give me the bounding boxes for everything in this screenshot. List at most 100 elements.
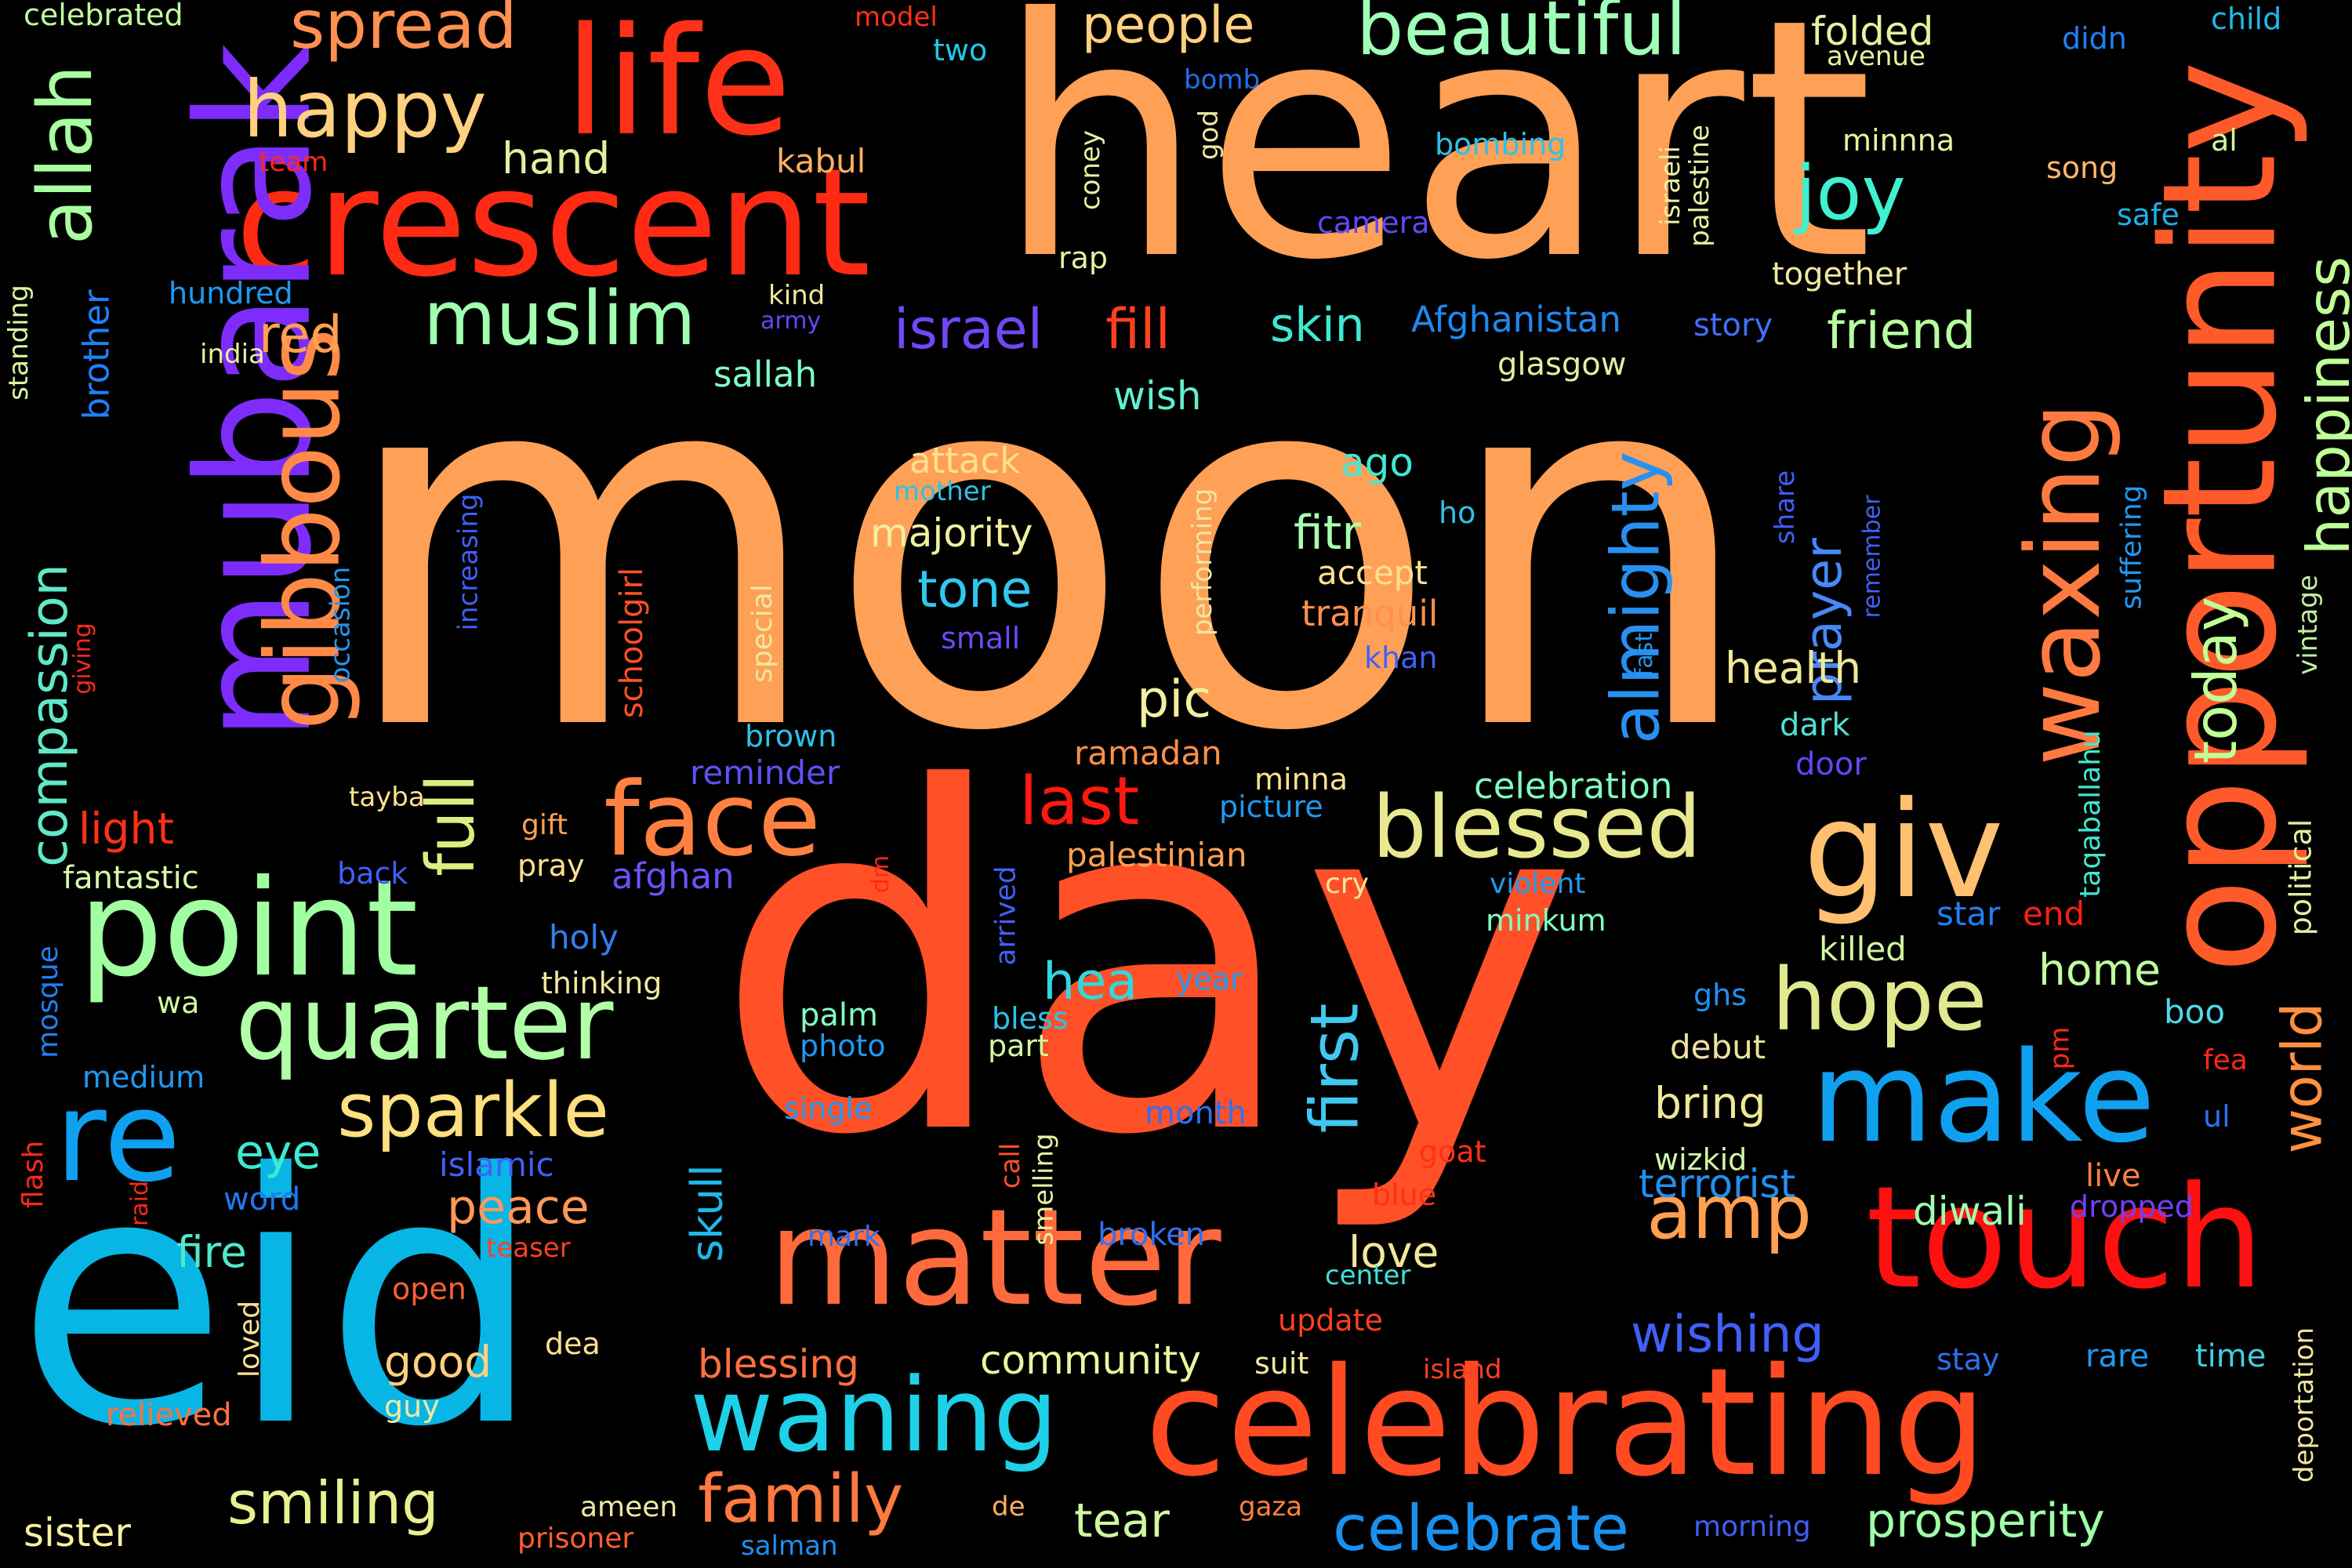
word-fantastic: fantastic: [63, 860, 199, 896]
word-fast: fast: [1631, 632, 1659, 677]
word-israeli: israeli: [1654, 146, 1686, 226]
word-touch: touch: [1866, 1156, 2264, 1320]
word-brother: brother: [75, 289, 118, 420]
word-de: de: [992, 1491, 1025, 1523]
word-coney: coney: [1075, 129, 1107, 211]
word-two: two: [933, 33, 988, 67]
word-tear: tear: [1074, 1494, 1170, 1548]
word-day: day: [713, 690, 1579, 1238]
word-picture: picture: [1219, 789, 1323, 824]
word-word: word: [223, 1181, 301, 1218]
word-guy: guy: [384, 1389, 440, 1424]
word-palm: palm: [800, 997, 878, 1033]
word-time: time: [2195, 1338, 2267, 1374]
word-prisoner: prisoner: [517, 1523, 634, 1555]
word-tranquil: tranquil: [1301, 593, 1439, 634]
word-wish: wish: [1113, 373, 1202, 419]
word-ameen: ameen: [580, 1491, 678, 1523]
word-photo: photo: [800, 1029, 886, 1063]
word-model: model: [855, 2, 938, 33]
word-fea: fea: [2203, 1044, 2248, 1076]
word-call: call: [995, 1142, 1027, 1189]
word-minnna: minnna: [1842, 123, 1955, 158]
word-medium: medium: [82, 1060, 205, 1094]
word-make: make: [1811, 1024, 2156, 1171]
word-army: army: [760, 307, 822, 335]
word-morning: morning: [1693, 1511, 1811, 1543]
word-didn: didn: [2062, 21, 2127, 56]
word-broken: broken: [1098, 1217, 1206, 1253]
word-killed: killed: [1819, 930, 1907, 968]
word-smiling: smiling: [227, 1468, 439, 1537]
word-increasing: increasing: [452, 493, 485, 631]
word-giv: giv: [1803, 773, 2004, 928]
word-good: good: [384, 1337, 492, 1387]
word-story: story: [1693, 307, 1773, 343]
word-celebrating: celebrating: [1145, 1336, 1987, 1509]
word-today: today: [2181, 596, 2251, 764]
word-holy: holy: [549, 918, 619, 956]
word-moon: moon: [337, 256, 1759, 840]
word-smelling: smelling: [1028, 1133, 1060, 1246]
word-performing: performing: [1187, 488, 1219, 637]
word-deportation: deportation: [2288, 1327, 2321, 1483]
word-ramadan: ramadan: [1074, 734, 1222, 772]
word-kind: kind: [768, 280, 826, 311]
word-peace: peace: [447, 1180, 590, 1235]
word-al: al: [2211, 123, 2238, 158]
word-arrived: arrived: [989, 866, 1022, 966]
word-folded: folded: [1811, 9, 1934, 54]
word-world: world: [2270, 1002, 2335, 1154]
word-happiness: happiness: [2294, 256, 2352, 556]
word-family: family: [698, 1461, 904, 1538]
word-health: health: [1725, 643, 1862, 693]
word-suffering: suffering: [2115, 485, 2148, 610]
word-salman: salman: [741, 1530, 838, 1562]
word-avenue: avenue: [1827, 41, 1926, 72]
word-taqaballahu: taqaballahu: [2074, 730, 2107, 898]
word-song: song: [2046, 151, 2118, 185]
word-muslim: muslim: [423, 276, 696, 362]
word-together: together: [1772, 256, 1907, 292]
word-star: star: [1936, 895, 2001, 933]
word-dm: dm: [867, 855, 895, 894]
word-full: full: [412, 773, 491, 877]
word-almighty: almighty: [1597, 451, 1675, 745]
word-giving: giving: [68, 622, 96, 695]
word-eid: eid: [16, 1101, 543, 1502]
word-people: people: [1082, 0, 1255, 55]
word-compassion: compassion: [20, 564, 79, 867]
word-wishing: wishing: [1631, 1305, 1824, 1364]
word-red: red: [259, 306, 343, 365]
word-skull: skull: [681, 1164, 732, 1262]
word-teaser: teaser: [486, 1232, 571, 1264]
word-joy: joy: [1795, 151, 1906, 237]
word-matter: matter: [768, 1181, 1221, 1336]
word-hea: hea: [1043, 953, 1138, 1011]
word-blue: blue: [1372, 1178, 1437, 1212]
word-celebrated: celebrated: [24, 0, 183, 32]
word-tayba: tayba: [349, 782, 425, 813]
word-allah: allah: [23, 64, 110, 245]
word-part: part: [988, 1029, 1049, 1063]
word-dropped: dropped: [2070, 1189, 2194, 1224]
word-celebrate: celebrate: [1333, 1492, 1629, 1565]
word-pray: pray: [517, 848, 585, 883]
word-mosque: mosque: [31, 946, 64, 1058]
word-accept: accept: [1317, 554, 1428, 592]
word-skin: skin: [1270, 298, 1365, 353]
word-flash: flash: [17, 1140, 50, 1209]
word-minkum: minkum: [1486, 903, 1606, 938]
word-standing: standing: [2, 285, 34, 401]
word-raid: raid: [126, 1180, 154, 1227]
word-eye: eye: [235, 1125, 321, 1180]
word-back: back: [337, 856, 408, 891]
word-minna: minna: [1254, 762, 1348, 797]
word-quarter: quarter: [235, 964, 614, 1083]
word-blessed: blessed: [1372, 777, 1702, 877]
word-sallah: sallah: [713, 354, 818, 395]
word-tone: tone: [917, 561, 1033, 619]
word-pic: pic: [1137, 670, 1212, 729]
word-bring: bring: [1654, 1078, 1766, 1128]
word-reminder: reminder: [690, 753, 840, 792]
